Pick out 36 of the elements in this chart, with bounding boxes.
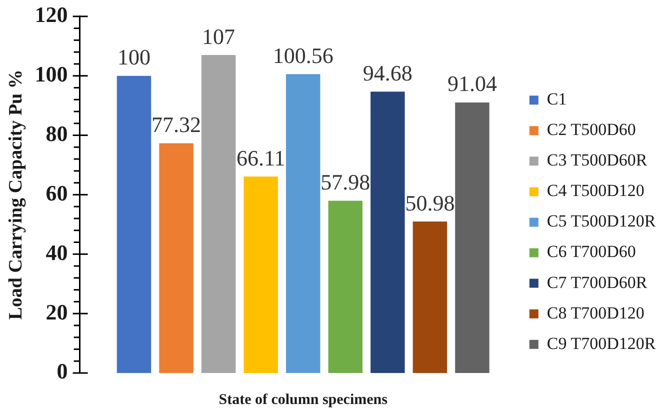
- y-tick-label: 80: [46, 120, 68, 146]
- legend-label: C5 T500D120R: [546, 212, 656, 231]
- bar: [328, 200, 363, 373]
- legend-label: C8 T700D120: [546, 303, 644, 322]
- data-label: 91.04: [447, 71, 497, 96]
- x-axis-title: State of column specimens: [218, 392, 388, 408]
- bar: [201, 55, 236, 373]
- data-label: 77.32: [152, 112, 202, 138]
- y-tick-label: 120: [34, 2, 68, 28]
- y-tick-label: 60: [46, 180, 68, 206]
- bar: [286, 74, 320, 373]
- data-label: 94.68: [362, 60, 412, 86]
- legend-label: C6 T700D60: [546, 242, 636, 262]
- data-label: 66.11: [236, 145, 286, 170]
- legend-label: C2 T500D60: [546, 120, 636, 140]
- bar: [116, 76, 152, 373]
- legend-label: C4 T500D120: [546, 181, 644, 200]
- bar: [455, 102, 490, 373]
- y-tick-label: 100: [34, 62, 68, 87]
- y-tick-label: 20: [46, 299, 68, 324]
- data-label: 50.98: [405, 190, 455, 216]
- y-axis-title: Load Carrying Capacity Pu %: [5, 70, 26, 320]
- bar: [244, 176, 278, 373]
- bar: [412, 222, 448, 373]
- legend-label: C7 T700D60R: [546, 272, 648, 292]
- data-label: 107: [202, 24, 236, 49]
- legend-label: C1: [546, 90, 567, 109]
- data-label: 100.56: [272, 42, 334, 68]
- legend-label: C3 T500D60R: [546, 150, 648, 170]
- legend-label: C9 T700D120R: [546, 334, 656, 353]
- bar: [370, 92, 405, 373]
- y-tick-label: 40: [46, 240, 68, 265]
- data-label: 57.98: [320, 169, 370, 194]
- data-label: 100: [117, 44, 150, 70]
- bar: [159, 143, 194, 373]
- y-tick-label: 0: [56, 358, 68, 384]
